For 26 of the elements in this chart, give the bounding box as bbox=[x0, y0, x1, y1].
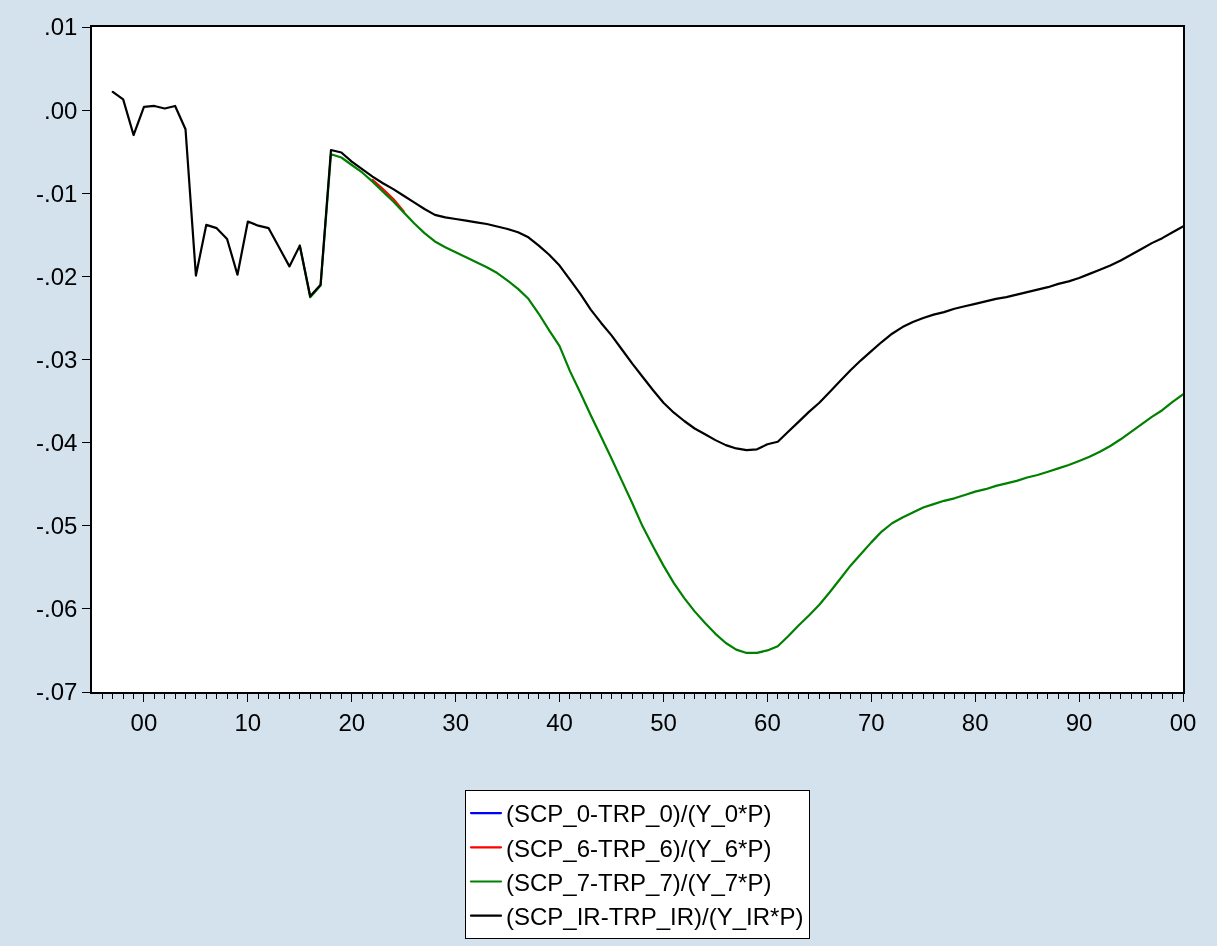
x-tick-label: 00 bbox=[1169, 708, 1197, 736]
y-tick-label: -.06 bbox=[36, 595, 78, 623]
line-series bbox=[371, 178, 405, 213]
x-tick-label: 90 bbox=[1065, 708, 1093, 736]
x-tick-label: 10 bbox=[234, 708, 262, 736]
y-tick-label: -.01 bbox=[36, 179, 78, 207]
y-tick-label: .00 bbox=[44, 96, 78, 124]
x-tick-label: 60 bbox=[754, 708, 781, 736]
legend-label: (SCP_0-TRP_0)/(Y_0*P) bbox=[506, 800, 772, 828]
legend-label: (SCP_6-TRP_6)/(Y_6*P) bbox=[506, 834, 772, 862]
x-tick-label: 20 bbox=[338, 708, 366, 736]
x-tick-label: 40 bbox=[546, 708, 573, 736]
y-tick-label: -.02 bbox=[36, 262, 78, 290]
x-tick-label: 70 bbox=[857, 708, 885, 736]
x-tick-label: 30 bbox=[442, 708, 470, 736]
y-tick-label: -.04 bbox=[36, 429, 78, 457]
x-tick-label: 50 bbox=[650, 708, 677, 736]
y-tick-label: -.03 bbox=[36, 345, 78, 373]
y-tick-label: .01 bbox=[44, 13, 78, 41]
x-tick-label: 00 bbox=[130, 708, 158, 736]
y-tick-label: -.05 bbox=[36, 512, 78, 540]
legend-label: (SCP_7-TRP_7)/(Y_7*P) bbox=[506, 868, 772, 896]
line-series bbox=[298, 153, 1183, 655]
x-tick-label: 80 bbox=[961, 708, 989, 736]
y-tick-label: -.07 bbox=[36, 678, 78, 706]
legend-label: (SCP_IR-TRP_IR)/(Y_IR*P) bbox=[506, 903, 804, 931]
